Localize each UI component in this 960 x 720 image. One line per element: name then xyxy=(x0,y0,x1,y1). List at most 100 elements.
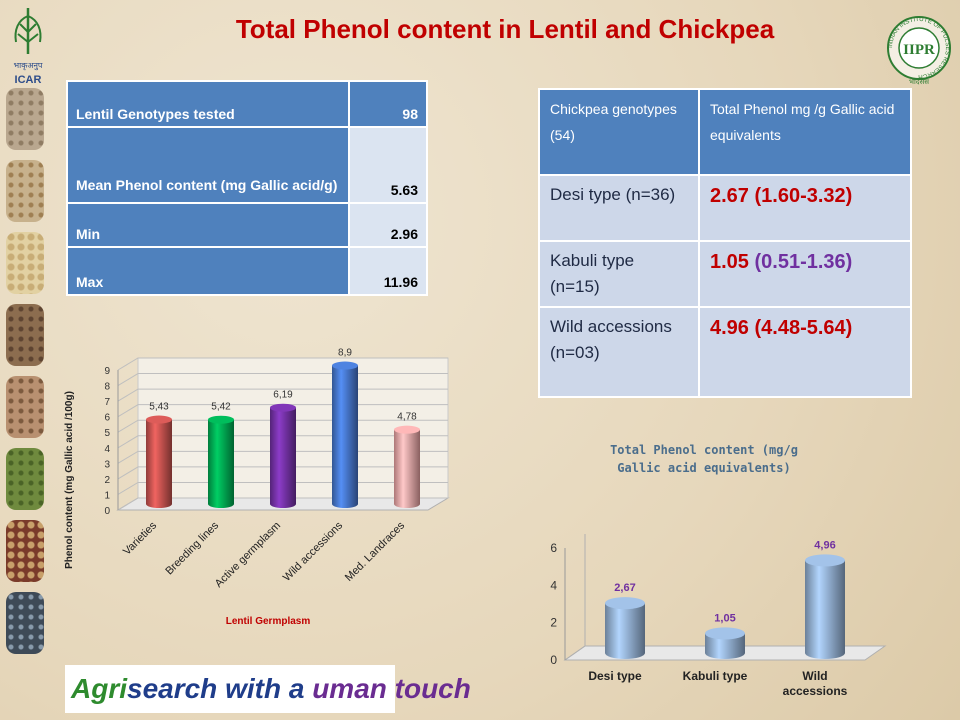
bar-top xyxy=(805,554,845,567)
lentil-value-cell: 2.96 xyxy=(348,202,428,248)
table-row: Desi type (n=36) 2.67 (1.60-3.32) xyxy=(538,174,912,242)
data-label: 2,67 xyxy=(614,582,635,594)
x-category-label: Med. Landraces xyxy=(343,519,408,584)
y-tick-label: 6 xyxy=(550,541,557,555)
bar-top xyxy=(146,415,172,424)
banner-part-agri: Agri xyxy=(71,673,127,704)
y-tick-label: 9 xyxy=(104,366,110,377)
chickpea-type-label: Kabuli type (n=15) xyxy=(538,240,700,308)
icar-hindi: भाकृअनुप xyxy=(14,61,43,71)
bar-2 xyxy=(805,554,845,659)
chickpea-mean: 2.67 xyxy=(710,185,749,207)
x-category-label: Varieties xyxy=(121,519,160,558)
chickpea-phenol-chart: 0 2 4 6 2,67 Desi type 1,05 Kabuli type 4,96 Wild… xyxy=(550,443,887,698)
chickpea-range: (4.48-5.64) xyxy=(754,317,853,339)
y-tick-label: 0 xyxy=(550,653,557,667)
bar-top xyxy=(332,361,358,370)
lentil-value-cell: 5.63 xyxy=(348,126,428,204)
data-label: 5,43 xyxy=(149,402,169,413)
y-tick-label: 3 xyxy=(104,459,110,470)
bar-top xyxy=(394,425,420,434)
bar-body xyxy=(208,419,234,508)
bar-2 xyxy=(270,403,296,508)
data-label: 5,42 xyxy=(211,402,231,413)
table-row: Min 2.96 xyxy=(66,202,428,248)
y-tick-label: 0 xyxy=(104,506,110,517)
iipr-logo: INDIAN INSTITUTE OF PULSES RESEARCH IIPR… xyxy=(884,2,954,86)
table-row: Mean Phenol content (mg Gallic acid/g) 5… xyxy=(66,126,428,204)
y-tick-label: 1 xyxy=(104,490,110,501)
bar-body xyxy=(805,560,845,659)
bar-top xyxy=(270,403,296,412)
bar-0 xyxy=(605,597,645,659)
bar-top xyxy=(208,415,234,424)
x-category-label: Kabuli type xyxy=(683,669,748,683)
chickpea-value-cell: 2.67 (1.60-3.32) xyxy=(698,174,912,242)
bar-body xyxy=(605,603,645,659)
iipr-hindi: भादसंस xyxy=(909,78,929,86)
lentil-value-cell: 11.96 xyxy=(348,246,428,296)
chickpea-header-right: Total Phenol mg /g Gallic acid equivalen… xyxy=(698,88,912,176)
bar-body xyxy=(705,633,745,659)
x-category-label: Wild accessions xyxy=(783,669,848,698)
bar-body xyxy=(270,407,296,508)
bar-0 xyxy=(146,415,172,508)
table-row: Wild accessions (n=03) 4.96 (4.48-5.64) xyxy=(538,306,912,398)
x-axis-title: Lentil Germplasm xyxy=(226,616,311,627)
bar-1 xyxy=(705,627,745,659)
chickpea-mean: 1.05 xyxy=(710,251,749,273)
bar-4 xyxy=(394,425,420,508)
data-label: 8,9 xyxy=(338,348,352,359)
lentil-value-cell: 98 xyxy=(348,80,428,128)
chickpea-value-cell: 1.05 (0.51-1.36) xyxy=(698,240,912,308)
y-axis-title: Phenol content (mg Gallic acid /100g) xyxy=(64,391,75,569)
data-label: 4,78 xyxy=(397,412,417,423)
seed-image-strip xyxy=(0,88,50,688)
bar-1 xyxy=(208,415,234,508)
y-tick-label: 5 xyxy=(104,428,110,439)
table-row: Chickpea genotypes (54) Total Phenol mg … xyxy=(538,88,912,176)
data-label: 4,96 xyxy=(814,539,835,551)
chickpea-type-label: Wild accessions (n=03) xyxy=(538,306,700,398)
lentil-phenol-chart: 0 1 2 3 4 5 6 7 8 9 5,43 Varieties 5,42 Breeding line… xyxy=(64,348,450,627)
chickpea-range: (1.60-3.32) xyxy=(754,185,853,207)
bar-body xyxy=(332,365,358,508)
lentil-label-cell: Min xyxy=(66,202,350,248)
bar-body xyxy=(394,429,420,508)
chickpea-mean: 4.96 xyxy=(710,317,749,339)
bar-body xyxy=(146,419,172,508)
lentil-summary-table: Lentil Genotypes tested 98 Mean Phenol c… xyxy=(66,80,428,296)
y-tick-label: 2 xyxy=(104,475,110,486)
icar-logo: भाकृअनुप ICAR xyxy=(6,4,50,88)
y-tick-label: 6 xyxy=(104,413,110,424)
gridline xyxy=(117,357,448,371)
x-category-label: Breeding lines xyxy=(163,519,221,577)
bar-top xyxy=(705,627,745,640)
chickpea-range: (0.51-1.36) xyxy=(754,251,853,273)
chart-side-wall xyxy=(564,534,586,661)
slide-title: Total Phenol content in Lentil and Chick… xyxy=(235,14,775,44)
x-category-label: Desi type xyxy=(588,669,642,683)
table-row: Max 11.96 xyxy=(66,246,428,296)
chickpea-type-label: Desi type (n=36) xyxy=(538,174,700,242)
y-tick-label: 4 xyxy=(104,444,110,455)
chickpea-value-cell: 4.96 (4.48-5.64) xyxy=(698,306,912,398)
icar-text: ICAR xyxy=(15,74,42,86)
bar-top xyxy=(605,597,645,610)
y-tick-label: 8 xyxy=(104,382,110,393)
banner-part-human: uman touch xyxy=(312,673,471,704)
data-label: 1,05 xyxy=(714,612,735,624)
lentil-label-cell: Max xyxy=(66,246,350,296)
iipr-text: IIPR xyxy=(903,42,935,58)
chart-title: Total Phenol content (mg/g Gallic acid eq… xyxy=(610,443,798,475)
banner-part-search: search with a xyxy=(127,673,313,704)
bar-3 xyxy=(332,361,358,508)
lentil-label-cell: Lentil Genotypes tested xyxy=(66,80,350,128)
lentil-label-cell: Mean Phenol content (mg Gallic acid/g) xyxy=(66,126,350,204)
table-row: Lentil Genotypes tested 98 xyxy=(66,80,428,128)
y-tick-label: 4 xyxy=(550,578,557,592)
x-category-label: Active germplasm xyxy=(213,520,283,590)
table-row: Kabuli type (n=15) 1.05 (0.51-1.36) xyxy=(538,240,912,308)
y-tick-label: 7 xyxy=(104,397,110,408)
x-category-label: Wild accessions xyxy=(281,519,346,584)
